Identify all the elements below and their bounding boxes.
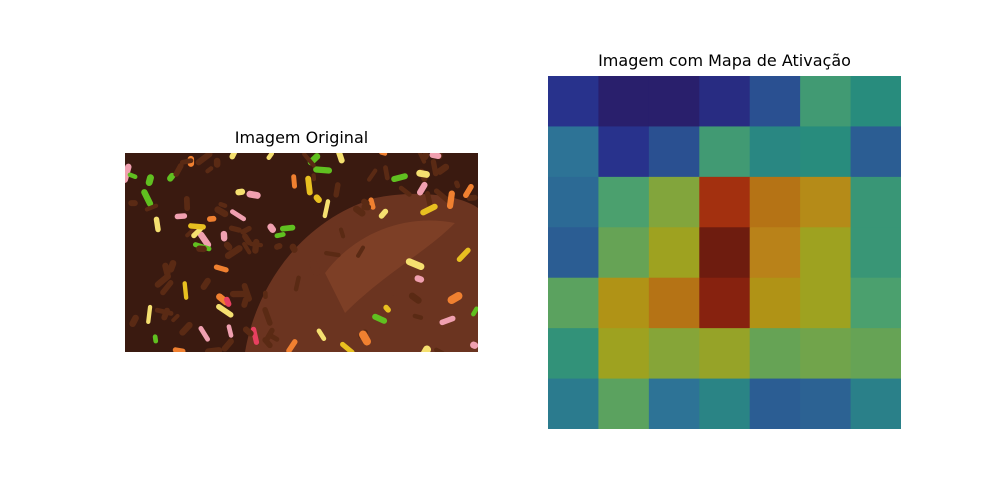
activation-heatmap [548, 76, 901, 429]
heatmap-cell-r2-c1 [598, 177, 649, 228]
heatmap-cell-r0-c6 [851, 76, 901, 127]
heatmap-cell-r6-c3 [699, 379, 750, 429]
heatmap-cell-r5-c1 [598, 328, 649, 379]
heatmap-cell-r1-c1 [598, 126, 649, 177]
original-image [125, 153, 478, 352]
sprinkle [214, 158, 221, 168]
heatmap-cell-r6-c5 [800, 379, 851, 429]
sprinkle [184, 196, 190, 211]
activation-map-title: Imagem com Mapa de Ativação [548, 51, 901, 70]
heatmap-cell-r2-c4 [750, 177, 801, 228]
heatmap-cell-r5-c2 [649, 328, 700, 379]
heatmap-cell-r0-c5 [800, 76, 851, 127]
heatmap-cell-r6-c1 [598, 379, 649, 429]
heatmap-cell-r3-c6 [851, 227, 901, 278]
heatmap-cell-r2-c3 [699, 177, 750, 228]
heatmap-cell-r0-c3 [699, 76, 750, 127]
heatmap-cell-r2-c6 [851, 177, 901, 228]
heatmap-cell-r5-c0 [548, 328, 599, 379]
heatmap-cell-r4-c1 [598, 278, 649, 329]
heatmap-cell-r1-c5 [800, 126, 851, 177]
heatmap-cell-r0-c0 [548, 76, 599, 127]
heatmap-cell-r5-c6 [851, 328, 901, 379]
heatmap-cell-r4-c3 [699, 278, 750, 329]
heatmap-cell-r2-c2 [649, 177, 700, 228]
heatmap-cell-r6-c2 [649, 379, 700, 429]
heatmap-cell-r3-c5 [800, 227, 851, 278]
heatmap-cell-r5-c4 [750, 328, 801, 379]
heatmap-cell-r4-c4 [750, 278, 801, 329]
heatmap-cell-r6-c6 [851, 379, 901, 429]
heatmap-cell-r1-c2 [649, 126, 700, 177]
heatmap-cell-r1-c3 [699, 126, 750, 177]
heatmap-cell-r1-c4 [750, 126, 801, 177]
heatmap-cell-r5-c3 [699, 328, 750, 379]
heatmap-cell-r6-c0 [548, 379, 599, 429]
heatmap-cell-r0-c1 [598, 76, 649, 127]
sprinkle [263, 291, 268, 300]
sprinkle [128, 200, 138, 206]
heatmap-cell-r3-c0 [548, 227, 599, 278]
heatmap-cell-r0-c2 [649, 76, 700, 127]
heatmap-cell-r0-c4 [750, 76, 801, 127]
heatmap-cell-r1-c6 [851, 126, 901, 177]
heatmap-cell-r3-c2 [649, 227, 700, 278]
heatmap-cell-r3-c3 [699, 227, 750, 278]
heatmap-cell-r6-c4 [750, 379, 801, 429]
heatmap-cell-r4-c5 [800, 278, 851, 329]
heatmap-cell-r3-c4 [750, 227, 801, 278]
heatmap-cell-r2-c5 [800, 177, 851, 228]
heatmap-cell-r4-c2 [649, 278, 700, 329]
sprinkle [196, 245, 207, 252]
heatmap-cell-r4-c0 [548, 278, 599, 329]
heatmap-cell-r2-c0 [548, 177, 599, 228]
heatmap-cell-r4-c6 [851, 278, 901, 329]
heatmap-cell-r5-c5 [800, 328, 851, 379]
heatmap-cell-r1-c0 [548, 126, 599, 177]
sprinkle [220, 231, 227, 242]
original-image-title: Imagem Original [125, 128, 478, 147]
heatmap-cell-r3-c1 [598, 227, 649, 278]
sprinkle [391, 295, 399, 311]
